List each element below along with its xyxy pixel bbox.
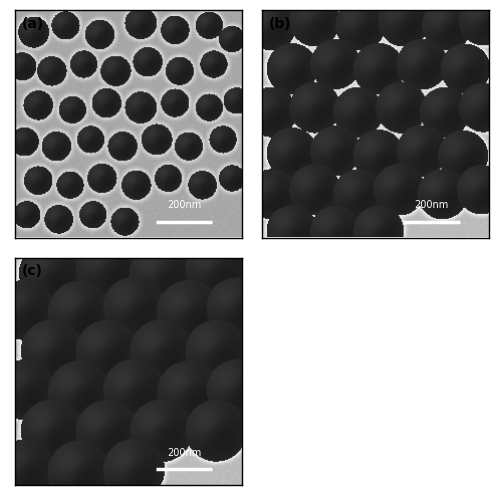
Text: 200nm: 200nm	[414, 200, 448, 210]
Text: (b): (b)	[269, 17, 291, 31]
Text: (a): (a)	[22, 17, 44, 31]
Text: (c): (c)	[22, 264, 43, 278]
Text: 200nm: 200nm	[167, 448, 201, 458]
Text: 200nm: 200nm	[167, 200, 201, 210]
